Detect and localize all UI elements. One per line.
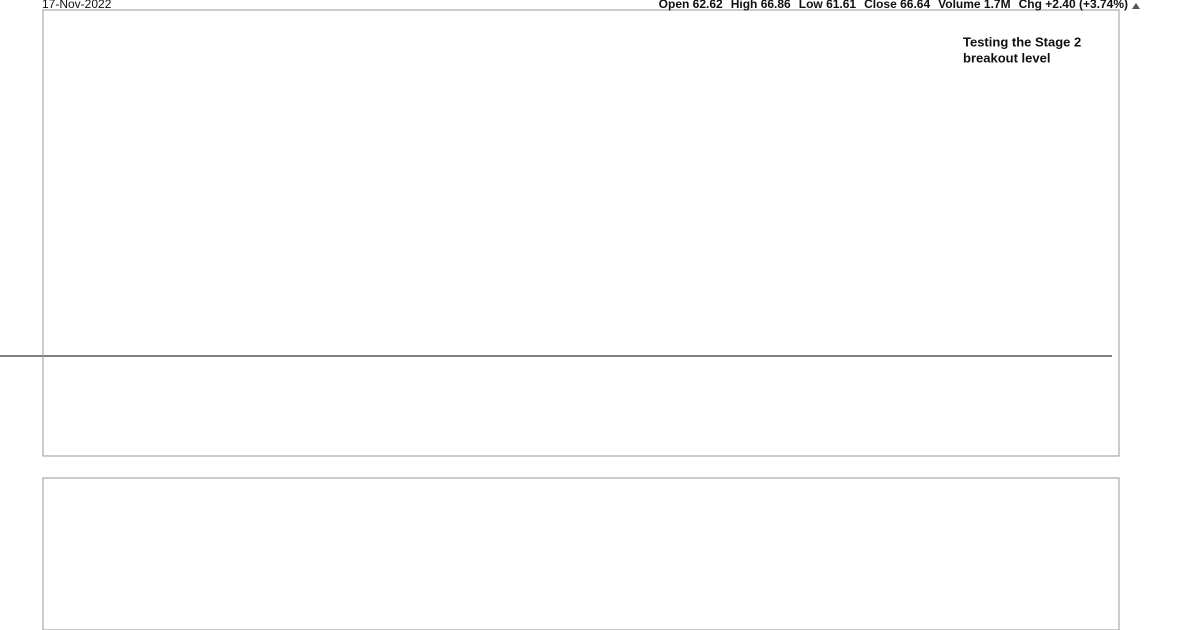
quote-low: Low 61.61 [799,0,857,11]
rs-panel-frame [42,477,1120,630]
main-panel-frame [42,9,1120,457]
chart-date: 17-Nov-2022 [42,0,112,11]
quote-volume: Volume 1.7M [938,0,1010,11]
annotation-line: Testing the Stage 2 [963,34,1081,49]
quote-change: Chg +2.40 (+3.74%) [1019,0,1128,11]
quote-close: Close 66.64 [864,0,930,11]
annotation-line: breakout level [963,50,1050,65]
quote-high: High 66.86 [731,0,791,11]
quote-line: Open 62.62 High 66.86 Low 61.61 Close 66.64… [659,0,1128,11]
change-arrow-icon [1132,3,1140,9]
quote-open: Open 62.62 [659,0,723,11]
